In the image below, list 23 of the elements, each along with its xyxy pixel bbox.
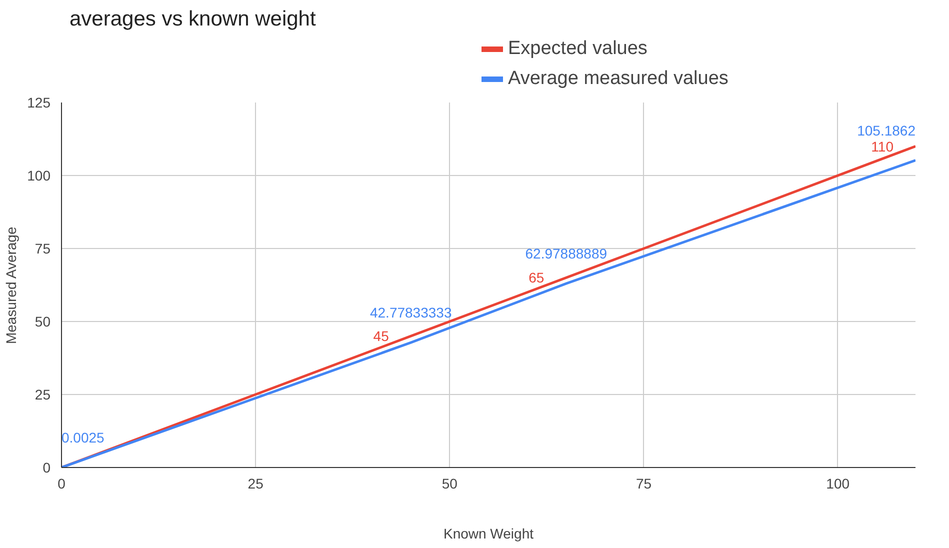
data-label: 62.97888889 (525, 246, 608, 262)
x-tick-label: 75 (636, 476, 652, 492)
x-tick-label: 25 (248, 476, 264, 492)
data-label: 45 (373, 328, 390, 344)
y-tick-label: 125 (27, 94, 51, 110)
data-label: 105.1862 (857, 122, 916, 138)
x-tick-label: 0 (58, 476, 66, 492)
x-tick-label: 50 (442, 476, 458, 492)
x-axis-title: Known Weight (443, 526, 534, 542)
y-tick-label: 75 (34, 240, 51, 256)
legend-label: Expected values (508, 38, 648, 60)
x-tick-label: 100 (826, 476, 850, 492)
legend-label: Average measured values (508, 68, 728, 90)
y-tick-label: 25 (34, 386, 51, 402)
data-label: 0.0025 (62, 429, 105, 446)
chart-title: averages vs known weight (70, 8, 316, 30)
data-label: 42.77833333 (370, 304, 452, 321)
y-axis-title: Measured Average (3, 226, 20, 344)
y-tick-label: 100 (27, 168, 51, 184)
data-label: 65 (528, 270, 544, 286)
y-tick-label: 0 (42, 460, 51, 476)
y-tick-label: 50 (34, 314, 51, 330)
data-label: 110 (871, 138, 894, 154)
